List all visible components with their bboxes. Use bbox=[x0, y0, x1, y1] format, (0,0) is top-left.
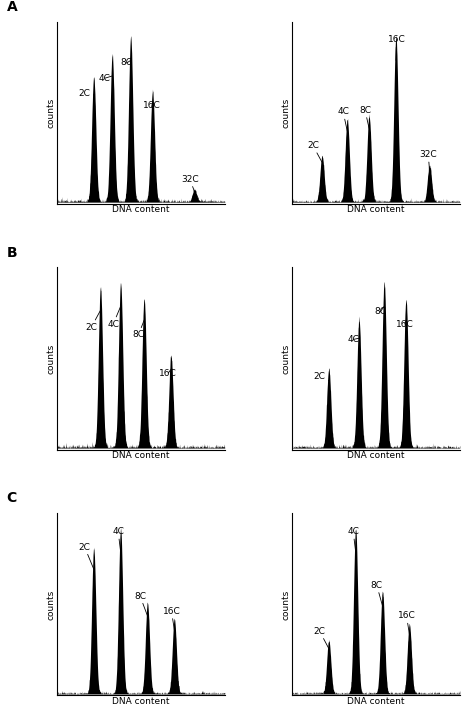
X-axis label: DNA content: DNA content bbox=[112, 451, 170, 460]
Text: 32C: 32C bbox=[419, 151, 437, 171]
Text: 8C: 8C bbox=[374, 306, 386, 316]
Text: 8C: 8C bbox=[134, 592, 147, 616]
Y-axis label: counts: counts bbox=[46, 343, 55, 374]
Text: 16C: 16C bbox=[143, 101, 160, 110]
Text: 16C: 16C bbox=[163, 607, 181, 630]
Text: 4C: 4C bbox=[337, 108, 349, 131]
Text: C: C bbox=[7, 491, 17, 505]
Text: 8C: 8C bbox=[371, 581, 383, 606]
Text: 4C: 4C bbox=[112, 527, 124, 552]
Y-axis label: counts: counts bbox=[282, 98, 291, 128]
Text: 4C: 4C bbox=[347, 527, 359, 552]
Y-axis label: counts: counts bbox=[282, 589, 291, 619]
Text: 16C: 16C bbox=[396, 320, 414, 328]
Text: 4C: 4C bbox=[99, 74, 112, 82]
Text: 4C: 4C bbox=[107, 306, 121, 328]
Y-axis label: counts: counts bbox=[46, 589, 55, 619]
X-axis label: DNA content: DNA content bbox=[112, 205, 170, 214]
Text: 8C: 8C bbox=[132, 320, 145, 339]
Text: 32C: 32C bbox=[181, 175, 199, 191]
X-axis label: DNA content: DNA content bbox=[347, 205, 405, 214]
Text: 8C: 8C bbox=[359, 106, 371, 128]
Text: 16C: 16C bbox=[398, 612, 415, 635]
Text: B: B bbox=[7, 245, 17, 260]
Text: 16C: 16C bbox=[388, 35, 405, 60]
X-axis label: DNA content: DNA content bbox=[347, 697, 405, 706]
Text: A: A bbox=[7, 0, 17, 14]
Text: 8C: 8C bbox=[121, 58, 133, 67]
Text: 2C: 2C bbox=[79, 89, 94, 98]
Text: 2C: 2C bbox=[85, 310, 100, 332]
Y-axis label: counts: counts bbox=[46, 98, 55, 128]
X-axis label: DNA content: DNA content bbox=[112, 697, 170, 706]
Y-axis label: counts: counts bbox=[282, 343, 291, 374]
Text: 16C: 16C bbox=[159, 369, 177, 378]
Text: 2C: 2C bbox=[314, 627, 329, 649]
Text: 2C: 2C bbox=[307, 141, 322, 163]
X-axis label: DNA content: DNA content bbox=[347, 451, 405, 460]
Text: 4C: 4C bbox=[347, 335, 359, 344]
Text: 2C: 2C bbox=[79, 543, 94, 569]
Text: 2C: 2C bbox=[314, 371, 329, 381]
